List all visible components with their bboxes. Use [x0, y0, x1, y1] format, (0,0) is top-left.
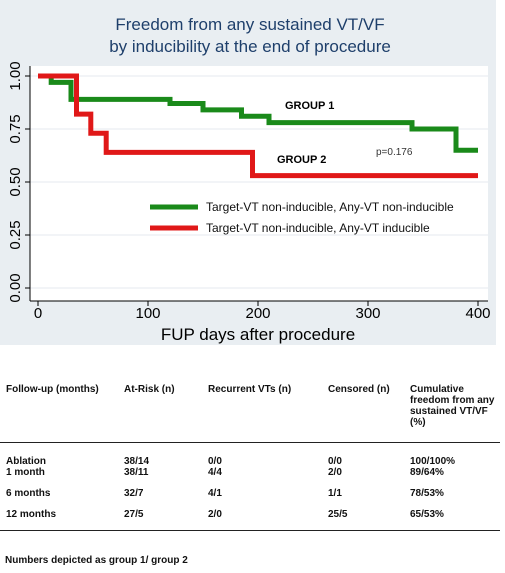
legend: Target-VT non-inducible, Any-VT non-indu… — [150, 200, 454, 235]
x-tick-label: 0 — [34, 305, 42, 322]
chart-subtitle: by inducibility at the end of procedure — [109, 37, 391, 56]
y-tick-label: 0.75 — [7, 114, 24, 143]
cell-censored: 25/5 — [322, 509, 404, 531]
header-at-risk: At-Risk (n) — [118, 384, 202, 443]
cell-cumulative-freedom: 89/64% — [410, 467, 444, 478]
plot-area — [30, 66, 488, 301]
cell-at-risk: 38/11 — [124, 467, 149, 478]
series-line-group1 — [38, 73, 478, 153]
cell-censored: 0/0 — [328, 456, 342, 467]
table-header-row: Follow-up (months) At-Risk (n) Recurrent… — [0, 384, 500, 443]
table-footnote: Numbers depicted as group 1/ group 2 — [5, 555, 188, 566]
x-tick-label: 100 — [135, 305, 160, 322]
survival-chart: 0.00 0.25 0.50 0.75 1.00 0 100 200 300 400 Freedo… — [0, 0, 496, 345]
x-tick-label: 200 — [245, 305, 270, 322]
y-tick-label: 0.25 — [7, 220, 24, 249]
group2-label: GROUP 2 — [277, 154, 326, 166]
cell-at-risk: 32/7 — [124, 488, 144, 499]
header-censored: Censored (n) — [322, 384, 404, 443]
legend-label-group2: Target-VT non-inducible, Any-VT inducibl… — [206, 221, 430, 235]
series-line-group2 — [38, 73, 478, 179]
cell-follow-up: 12 months — [0, 509, 118, 531]
table-row: 1 month 38/11 4/4 2/0 89/64% — [0, 467, 500, 488]
follow-up-table: Follow-up (months) At-Risk (n) Recurrent… — [0, 384, 500, 531]
follow-up-table-wrapper: Follow-up (months) At-Risk (n) Recurrent… — [0, 384, 505, 531]
series-layer — [38, 73, 478, 179]
cell-censored: 1/1 — [328, 488, 342, 499]
cell-follow-up: 1 month — [6, 467, 45, 478]
y-tick-label: 0.50 — [7, 167, 24, 196]
cell-recurrent-vts: 0/0 — [208, 456, 222, 467]
table-row: 6 months 32/7 4/1 1/1 78/53% — [0, 488, 500, 509]
cell-follow-up: Ablation — [6, 456, 46, 467]
table-row: 12 months 27/5 2/0 25/5 65/53% — [0, 509, 500, 531]
cell-recurrent-vts: 4/1 — [208, 488, 222, 499]
x-tick-label: 300 — [355, 305, 380, 322]
cell-recurrent-vts: 4/4 — [208, 467, 222, 478]
cell-cumulative-freedom: 78/53% — [410, 488, 444, 499]
y-tick-label: 1.00 — [7, 61, 24, 90]
cell-cumulative-freedom: 65/53% — [404, 509, 500, 531]
header-follow-up: Follow-up (months) — [0, 384, 118, 443]
x-axis-label: FUP days after procedure — [161, 325, 355, 344]
header-recurrent-vts: Recurrent VTs (n) — [202, 384, 322, 443]
y-tick-label: 0.00 — [7, 273, 24, 302]
group1-label: GROUP 1 — [285, 100, 334, 112]
x-tick-label: 400 — [465, 305, 490, 322]
chart-title: Freedom from any sustained VT/VF — [115, 15, 384, 34]
legend-label-group1: Target-VT non-inducible, Any-VT non-indu… — [206, 200, 454, 214]
cell-cumulative-freedom: 100/100% — [410, 456, 456, 467]
tick-layer: 0.00 0.25 0.50 0.75 1.00 0 100 200 300 400 — [7, 61, 491, 322]
cell-at-risk: 27/5 — [118, 509, 202, 531]
cell-recurrent-vts: 2/0 — [202, 509, 322, 531]
cell-at-risk: 38/14 — [124, 456, 150, 467]
header-cumulative-freedom: Cumulative freedom from any sustained VT… — [404, 384, 500, 443]
p-value: p=0.176 — [376, 147, 413, 158]
table-row: Ablation 38/14 0/0 0/0 100/100% — [0, 443, 500, 467]
cell-censored: 2/0 — [328, 467, 342, 478]
cell-follow-up: 6 months — [6, 488, 51, 499]
